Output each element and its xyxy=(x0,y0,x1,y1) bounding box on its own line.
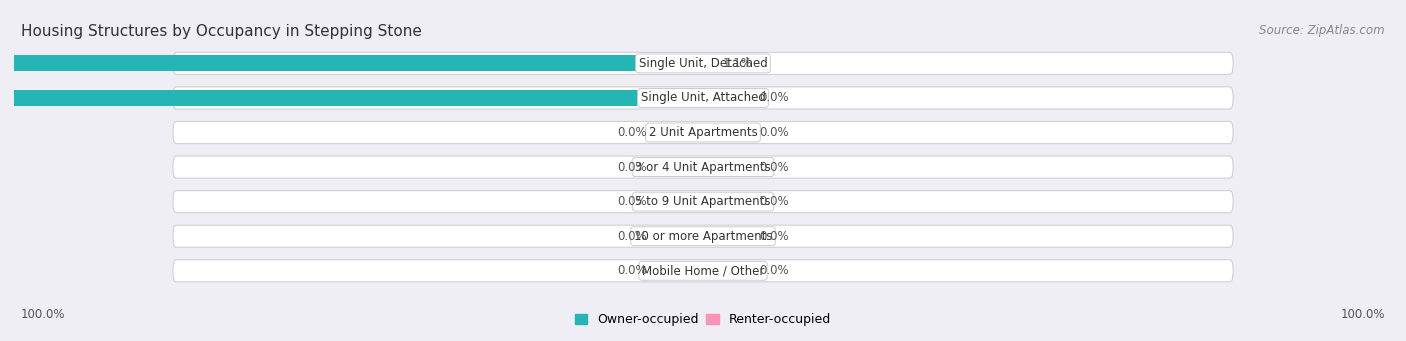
Text: Source: ZipAtlas.com: Source: ZipAtlas.com xyxy=(1260,24,1385,37)
Bar xyxy=(655,228,703,244)
Text: Single Unit, Detached: Single Unit, Detached xyxy=(638,57,768,70)
Text: Single Unit, Attached: Single Unit, Attached xyxy=(641,91,765,104)
Bar xyxy=(655,124,703,140)
Text: 0.0%: 0.0% xyxy=(759,195,789,208)
Bar xyxy=(703,159,751,175)
Text: 0.0%: 0.0% xyxy=(759,126,789,139)
Text: Housing Structures by Occupancy in Stepping Stone: Housing Structures by Occupancy in Stepp… xyxy=(21,24,422,39)
Bar xyxy=(655,263,703,279)
Bar xyxy=(655,194,703,210)
Text: 10 or more Apartments: 10 or more Apartments xyxy=(634,230,772,243)
FancyBboxPatch shape xyxy=(173,52,1233,74)
FancyBboxPatch shape xyxy=(173,156,1233,178)
FancyBboxPatch shape xyxy=(173,87,1233,109)
Text: 0.0%: 0.0% xyxy=(759,264,789,277)
Bar xyxy=(655,159,703,175)
Text: Mobile Home / Other: Mobile Home / Other xyxy=(641,264,765,277)
Legend: Owner-occupied, Renter-occupied: Owner-occupied, Renter-occupied xyxy=(569,308,837,331)
Text: 0.0%: 0.0% xyxy=(617,195,647,208)
Bar xyxy=(703,124,751,140)
FancyBboxPatch shape xyxy=(173,225,1233,247)
Text: 2 Unit Apartments: 2 Unit Apartments xyxy=(648,126,758,139)
Text: 5 to 9 Unit Apartments: 5 to 9 Unit Apartments xyxy=(636,195,770,208)
FancyBboxPatch shape xyxy=(173,260,1233,282)
Text: 0.0%: 0.0% xyxy=(759,161,789,174)
Text: 0.0%: 0.0% xyxy=(617,230,647,243)
Bar xyxy=(0,55,703,71)
Bar xyxy=(703,263,751,279)
FancyBboxPatch shape xyxy=(173,121,1233,144)
Text: 100.0%: 100.0% xyxy=(1340,308,1385,321)
Text: 0.0%: 0.0% xyxy=(759,230,789,243)
Text: 0.0%: 0.0% xyxy=(617,126,647,139)
Bar xyxy=(703,55,714,71)
Text: 0.0%: 0.0% xyxy=(617,161,647,174)
Bar xyxy=(703,228,751,244)
Bar xyxy=(703,90,751,106)
Bar xyxy=(0,90,703,106)
Bar xyxy=(703,194,751,210)
Text: 0.0%: 0.0% xyxy=(759,91,789,104)
Text: 0.0%: 0.0% xyxy=(617,264,647,277)
Text: 100.0%: 100.0% xyxy=(21,308,66,321)
FancyBboxPatch shape xyxy=(173,191,1233,213)
Text: 3 or 4 Unit Apartments: 3 or 4 Unit Apartments xyxy=(636,161,770,174)
Text: 1.1%: 1.1% xyxy=(723,57,754,70)
